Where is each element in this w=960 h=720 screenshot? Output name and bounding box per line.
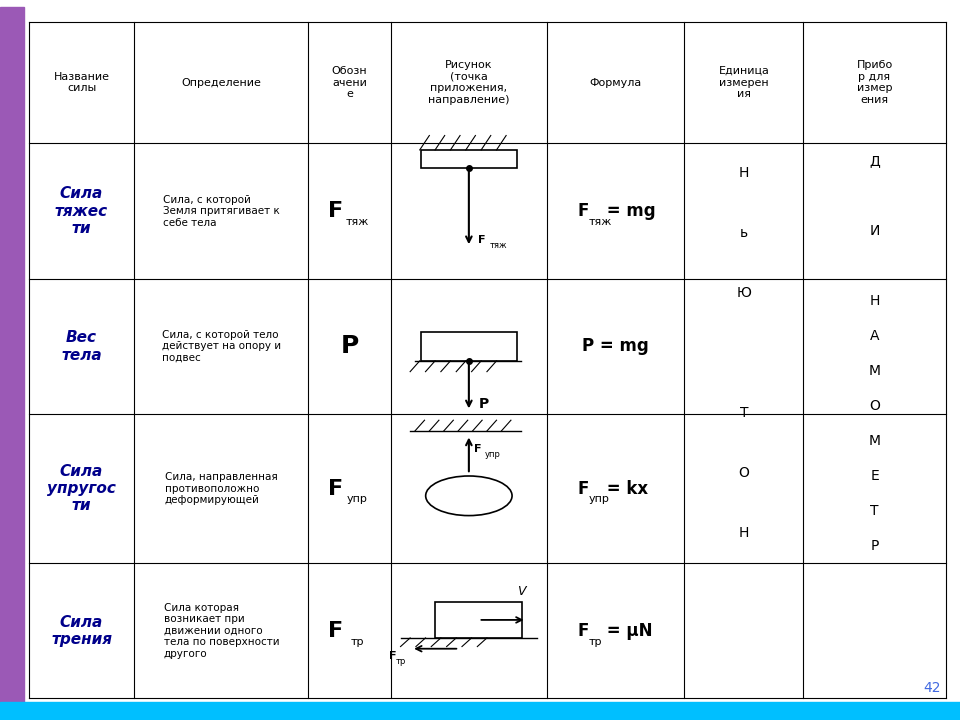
Text: F: F bbox=[577, 202, 588, 220]
Text: Сила
упругос
ти: Сила упругос ти bbox=[47, 464, 116, 513]
Text: P: P bbox=[341, 335, 359, 359]
Text: тяж: тяж bbox=[588, 217, 612, 227]
Text: Н: Н bbox=[870, 294, 879, 307]
Text: Рисунок
(точка
приложения,
направление): Рисунок (точка приложения, направление) bbox=[428, 60, 510, 105]
Text: тр: тр bbox=[588, 636, 602, 647]
Text: F: F bbox=[478, 235, 486, 245]
Text: 42: 42 bbox=[924, 681, 941, 695]
Text: тр: тр bbox=[396, 657, 406, 666]
Text: Н: Н bbox=[738, 526, 749, 540]
Text: = mg: = mg bbox=[601, 202, 656, 220]
Bar bbox=[420, 332, 516, 361]
Text: И: И bbox=[870, 224, 879, 238]
Text: P: P bbox=[478, 397, 489, 411]
Text: Обозн
ачени
е: Обозн ачени е bbox=[332, 66, 368, 99]
Text: Сила, направленная
противоположно
деформирующей: Сила, направленная противоположно деформ… bbox=[165, 472, 277, 505]
Text: упр: упр bbox=[485, 450, 501, 459]
Text: Д: Д bbox=[869, 154, 880, 168]
Text: упр: упр bbox=[347, 495, 368, 505]
Text: Сила, с которой тело
действует на опору и
подвес: Сила, с которой тело действует на опору … bbox=[162, 330, 281, 363]
Text: F: F bbox=[327, 621, 343, 641]
Text: тяж: тяж bbox=[490, 241, 508, 250]
Text: F: F bbox=[473, 444, 481, 454]
Text: Е: Е bbox=[870, 469, 879, 482]
Text: Т: Т bbox=[739, 406, 748, 420]
Text: Формула: Формула bbox=[589, 78, 641, 88]
Text: М: М bbox=[869, 364, 880, 378]
Text: ь: ь bbox=[740, 226, 748, 240]
Bar bbox=[420, 150, 516, 168]
Text: = kx: = kx bbox=[601, 480, 648, 498]
Text: Сила которая
возникает при
движении одного
тела по поверхности
другого: Сила которая возникает при движении одно… bbox=[163, 603, 279, 659]
Text: F: F bbox=[390, 651, 396, 661]
Text: = μN: = μN bbox=[601, 622, 653, 640]
Text: Сила
тяжес
ти: Сила тяжес ти bbox=[55, 186, 108, 236]
Text: Название
силы: Название силы bbox=[54, 72, 109, 94]
Text: тр: тр bbox=[350, 636, 364, 647]
Text: Определение: Определение bbox=[181, 78, 261, 88]
Text: F: F bbox=[577, 622, 588, 640]
Bar bbox=[0, 702, 960, 720]
Text: А: А bbox=[870, 329, 879, 343]
Text: Н: Н bbox=[738, 166, 749, 181]
Text: Сила, с которой
Земля притягивает к
себе тела: Сила, с которой Земля притягивает к себе… bbox=[163, 194, 279, 228]
Text: Сила
трения: Сила трения bbox=[51, 615, 112, 647]
Text: F: F bbox=[327, 479, 343, 498]
Text: Прибо
р для
измер
ения: Прибо р для измер ения bbox=[856, 60, 893, 105]
Bar bbox=[435, 602, 521, 638]
Text: V: V bbox=[517, 585, 526, 598]
Text: О: О bbox=[869, 399, 880, 413]
Text: М: М bbox=[869, 433, 880, 448]
Text: Р: Р bbox=[871, 539, 878, 552]
Text: Ю: Ю bbox=[736, 287, 752, 300]
Text: Т: Т bbox=[871, 503, 878, 518]
Text: Вес
тела: Вес тела bbox=[61, 330, 102, 363]
Text: тяж: тяж bbox=[346, 217, 369, 227]
Bar bbox=[0, 7, 24, 706]
Text: F: F bbox=[577, 480, 588, 498]
Text: упр: упр bbox=[588, 495, 610, 505]
Text: О: О bbox=[738, 466, 750, 480]
Text: P = mg: P = mg bbox=[582, 338, 649, 356]
Text: F: F bbox=[327, 201, 343, 221]
Text: Единица
измерен
ия: Единица измерен ия bbox=[718, 66, 769, 99]
